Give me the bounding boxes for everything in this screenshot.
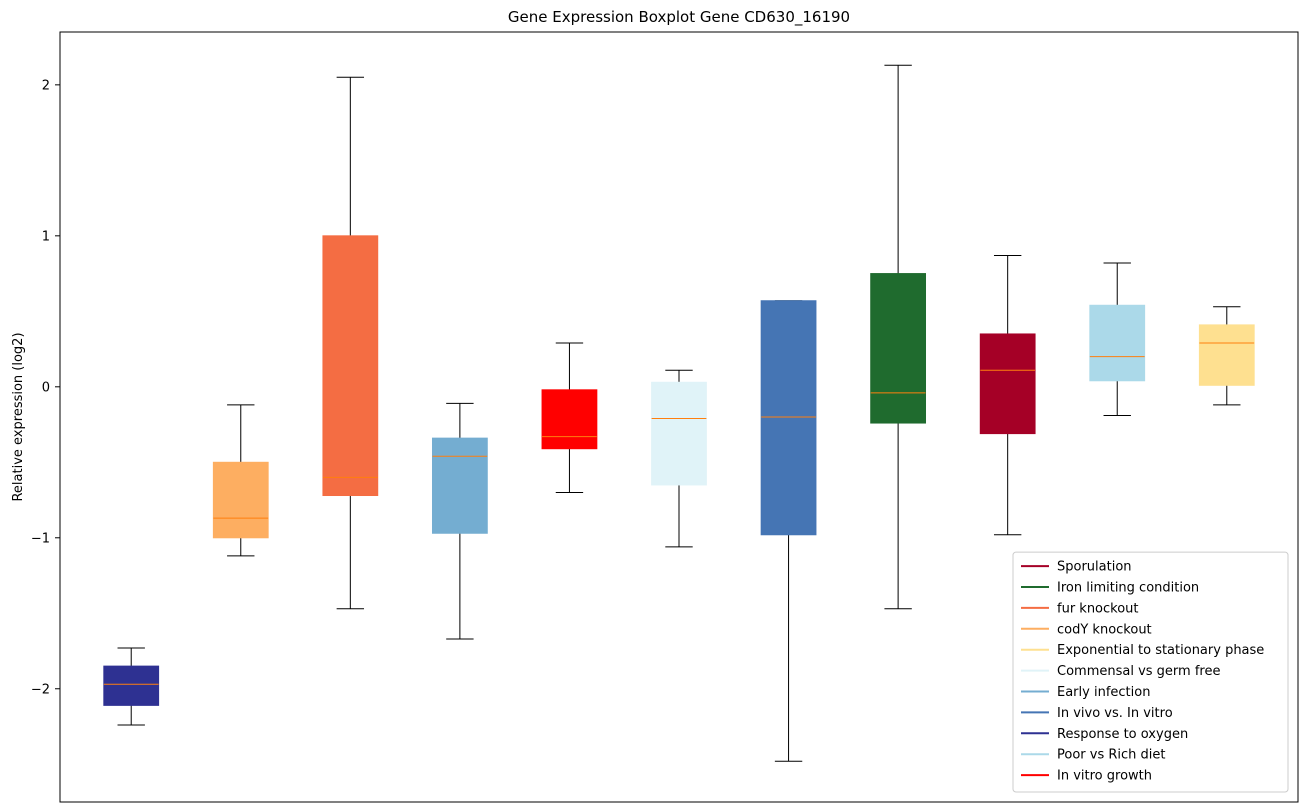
box-body [979,333,1036,435]
box-group [541,342,598,493]
plot-area: 2 1 0 −1 −2 [31,64,1255,762]
y-tick-label: 1 [42,229,50,244]
y-axis-label: Relative expression (log2) [11,332,26,501]
legend-label: Commensal vs germ free [1057,664,1220,679]
box-group [1089,262,1146,416]
legend-frame [1012,551,1289,793]
box-group [1198,306,1255,406]
axes-frame [59,31,1299,803]
box-body [103,665,160,706]
y-tick-label: 0 [42,380,50,395]
legend: Sporulation Iron limiting condition fur kn… [1012,551,1289,793]
box-group [212,404,269,557]
legend-label: In vivo vs. In vitro [1057,706,1173,721]
box-group [322,76,379,610]
legend-label: codY knockout [1057,622,1152,637]
box-body [1198,324,1255,386]
y-tick-label: 2 [42,78,50,93]
box-group [103,647,160,726]
box-body [1089,304,1146,382]
box-body [760,300,817,536]
box-body [322,235,379,497]
legend-label: Poor vs Rich diet [1057,748,1165,763]
box-body [651,381,707,486]
legend-label: Sporulation [1057,560,1132,575]
legend-label: Response to oxygen [1057,727,1188,742]
legend-label: Iron limiting condition [1057,581,1199,596]
box-body [212,461,269,539]
box-body [870,273,927,424]
box-group [651,369,707,548]
y-tick-label: −2 [31,682,50,697]
box-group [979,254,1036,536]
box-group [870,64,927,610]
box-group [431,402,488,640]
chart-title: Gene Expression Boxplot Gene CD630_16190 [508,8,850,27]
box-group [760,300,817,762]
box-body [431,437,488,534]
box-body [541,389,598,450]
legend-label: In vitro growth [1057,769,1152,784]
legend-label: Early infection [1057,685,1150,700]
legend-label: fur knockout [1057,601,1139,616]
legend-label: Exponential to stationary phase [1057,643,1264,658]
y-tick-label: −1 [31,531,50,546]
